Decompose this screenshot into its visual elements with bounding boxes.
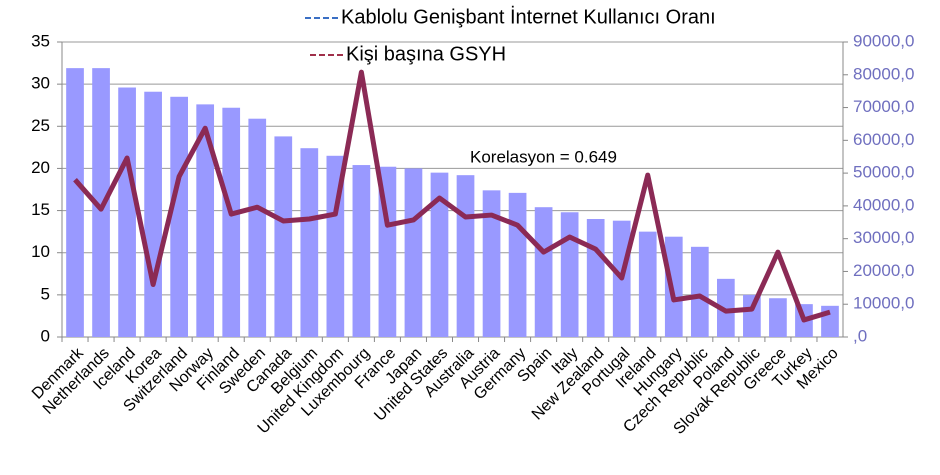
bar [274, 136, 293, 337]
bar [144, 91, 162, 337]
y-tick-label: 30 [31, 74, 50, 93]
y2-tick-label: 70000,0 [853, 97, 914, 116]
bar [534, 207, 553, 337]
y-tick-label: 25 [31, 116, 50, 135]
bar [352, 165, 371, 337]
y-tick-label: 15 [31, 200, 50, 219]
bar [508, 192, 527, 337]
bar [586, 219, 605, 337]
line [73, 69, 831, 323]
bar [716, 278, 735, 337]
legend-label: Kablolu Genişbant İnternet Kullanıcı Ora… [341, 5, 716, 28]
bar [560, 212, 579, 337]
legend-label: Kişi başına GSYH [346, 43, 506, 65]
y2-tick-label: 50000,0 [853, 163, 914, 182]
y-tick-label: 5 [41, 284, 50, 303]
y-tick-label: 20 [31, 158, 50, 177]
y2-tick-label: 20000,0 [853, 261, 914, 280]
y2-tick-label: 40000,0 [853, 195, 914, 214]
y2-tick-label: 60000,0 [853, 130, 914, 149]
y2-tick-label: ,0 [853, 326, 867, 345]
bar [638, 231, 657, 337]
bar [430, 172, 449, 337]
bar [482, 190, 501, 337]
bar [222, 107, 241, 337]
y2-tick-label: 10000,0 [853, 294, 914, 313]
bar [170, 96, 189, 338]
bar [248, 118, 267, 337]
annotation: Korelasyon = 0.649 [470, 147, 617, 166]
y2-tick-label: 30000,0 [853, 228, 914, 247]
bar [118, 87, 136, 337]
bar [664, 236, 683, 337]
y-tick-label: 35 [31, 31, 50, 50]
bar [404, 168, 423, 337]
bar [690, 246, 709, 337]
bar [92, 68, 110, 337]
bar [456, 175, 475, 337]
y-tick-label: 10 [31, 242, 50, 261]
y2-tick-label: 80000,0 [853, 64, 914, 83]
bar [196, 104, 215, 337]
bar [821, 305, 839, 337]
bar [300, 148, 319, 337]
bar [66, 68, 84, 337]
bar [769, 298, 787, 337]
y-tick-label: 0 [41, 326, 50, 345]
y2-tick-label: 90000,0 [853, 31, 914, 50]
